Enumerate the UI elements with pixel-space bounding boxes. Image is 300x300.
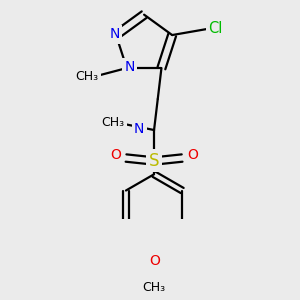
Text: S: S xyxy=(149,152,159,170)
Text: Cl: Cl xyxy=(208,21,223,36)
Text: CH₃: CH₃ xyxy=(142,281,166,294)
Text: CH₃: CH₃ xyxy=(101,116,124,129)
Text: O: O xyxy=(149,254,160,268)
Text: N: N xyxy=(124,60,135,74)
Text: O: O xyxy=(187,148,198,162)
Text: CH₃: CH₃ xyxy=(75,70,98,83)
Text: N: N xyxy=(110,27,120,41)
Text: O: O xyxy=(110,148,121,162)
Text: N: N xyxy=(134,122,145,136)
